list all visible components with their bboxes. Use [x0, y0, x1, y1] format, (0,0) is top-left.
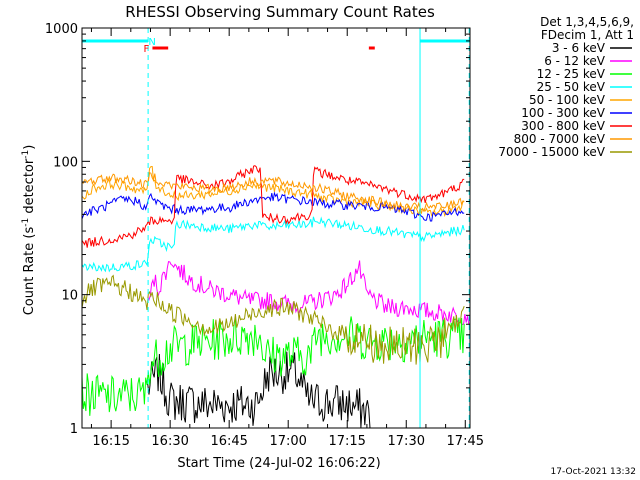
series-line-5	[82, 165, 465, 217]
series-group	[82, 165, 470, 428]
legend: Det 1,3,4,5,6,9, FDecim 1, Att 1 3 - 6 k…	[498, 15, 634, 159]
legend-label-5: 50 - 100 keV	[529, 93, 606, 107]
x-tick-label-6: 17:30	[388, 434, 425, 449]
x-tick-label-2: 16:30	[151, 434, 188, 449]
plot-layer: NF	[82, 28, 470, 428]
series-line-7	[82, 165, 465, 248]
x-axis-label: Start Time (24-Jul-02 16:06:22)	[177, 456, 380, 471]
x-tick-label-3: 16:45	[210, 434, 247, 449]
axes-layer: 16:15 16:30 16:45 17:00 17:15 17:30 17:45 1 10 10…	[45, 22, 484, 449]
flag-label-N: N	[148, 37, 155, 48]
legend-label-4: 25 - 50 keV	[537, 80, 606, 94]
y-tick-label-3: 100	[53, 155, 78, 170]
plot-frame	[81, 27, 471, 429]
x-tick-label-1: 16:15	[92, 434, 129, 449]
series-line-4	[82, 216, 465, 273]
series-line-8	[82, 172, 465, 213]
legend-header-line-1: Det 1,3,4,5,6,9,	[540, 15, 634, 29]
y-tick-label-1: 1	[70, 422, 78, 437]
series-line-9	[82, 274, 465, 365]
series-line-6	[82, 191, 465, 222]
timestamp: 17-Oct-2021 13:32	[551, 467, 636, 477]
legend-label-6: 100 - 300 keV	[521, 106, 605, 120]
legend-label-1: 3 - 6 keV	[552, 41, 606, 55]
series-line-1	[147, 351, 371, 428]
chart-title: RHESSI Observing Summary Count Rates	[125, 3, 435, 21]
y-tick-label-2: 10	[61, 289, 78, 304]
series-line-2	[147, 260, 470, 326]
legend-label-2: 6 - 12 keV	[544, 54, 606, 68]
x-tick-label-5: 17:15	[328, 434, 365, 449]
legend-header-line-2: FDecim 1, Att 1	[541, 28, 634, 42]
x-tick-label-4: 17:00	[269, 434, 306, 449]
x-tick-label-7: 17:45	[447, 434, 484, 449]
y-tick-label-4: 1000	[45, 22, 78, 37]
y-axis-label: Count Rate (s-1 detector-1)	[21, 145, 37, 316]
flag-label-F: F	[144, 44, 150, 55]
legend-label-9: 7000 - 15000 keV	[498, 145, 605, 159]
legend-label-8: 800 - 7000 keV	[514, 132, 606, 146]
series-line-3	[82, 316, 465, 416]
legend-label-3: 12 - 25 keV	[537, 67, 606, 81]
legend-label-7: 300 - 800 keV	[521, 119, 605, 133]
